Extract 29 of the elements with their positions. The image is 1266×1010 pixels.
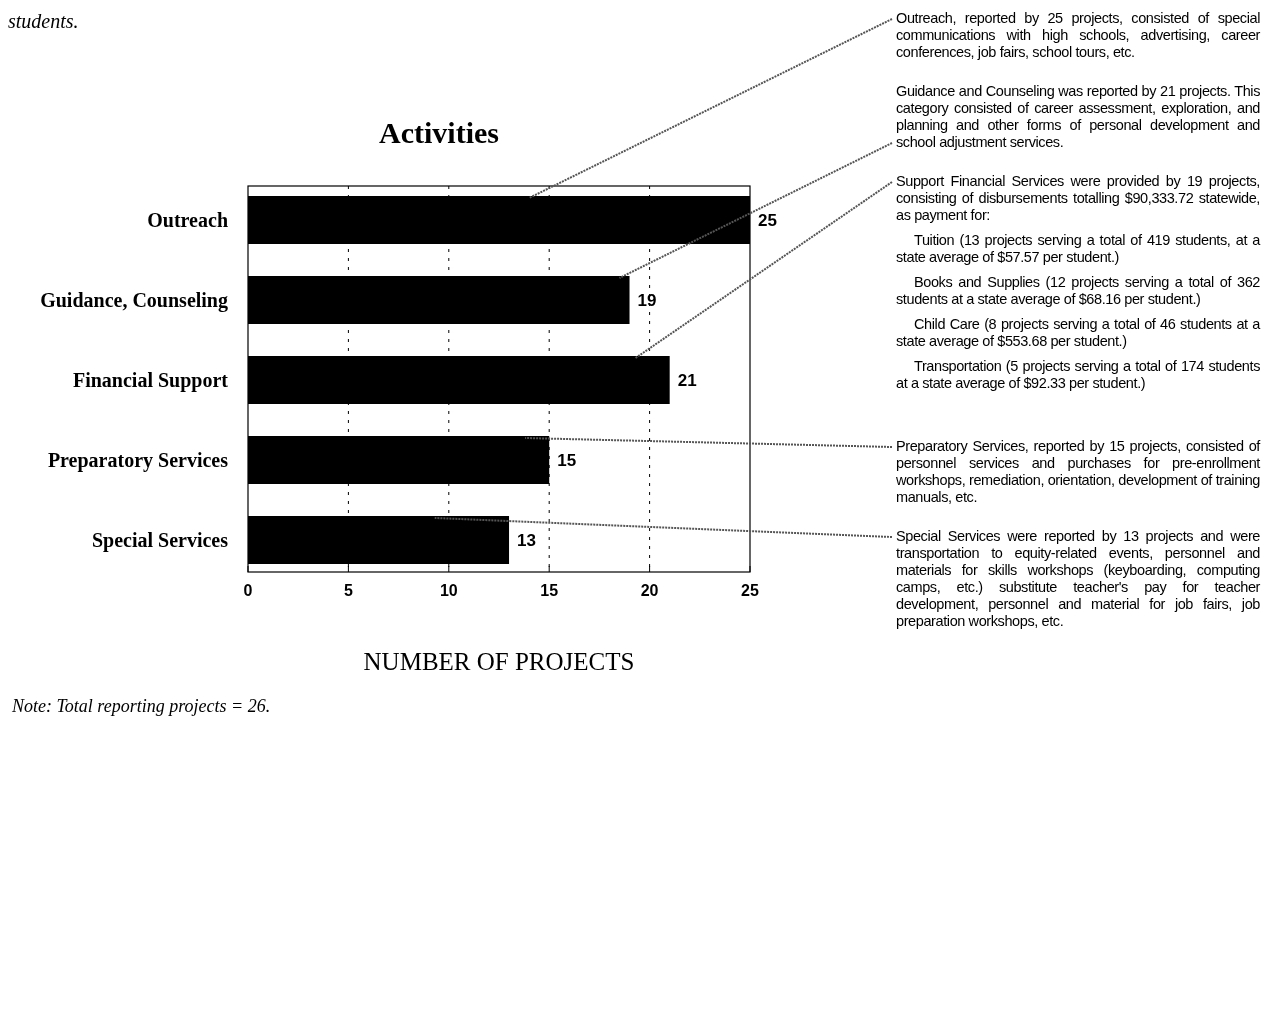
x-axis-title: NUMBER OF PROJECTS bbox=[363, 648, 635, 675]
x-tick-label: 0 bbox=[243, 582, 253, 599]
x-tick-label: 5 bbox=[343, 582, 353, 599]
x-tick-label: 20 bbox=[640, 582, 659, 599]
text: Special Services were reported by 13 projects and were transportation to equity-related events, personnel and materials for skills workshops (keyboarding, computing camps, etc.) substitute teacher's pay for teacher development, personnel and material for job fairs, job preparation workshops, etc. bbox=[896, 528, 1260, 630]
y-tick-label: Preparatory Services bbox=[47, 449, 229, 472]
data-label: 13 bbox=[517, 530, 536, 550]
x-tick-label: 10 bbox=[439, 582, 458, 599]
text: Guidance and Counseling was reported by 21 projects. This category consisted of career assessment, exploration, and planning and other forms of personal development and school adjustment services. bbox=[896, 83, 1260, 151]
text: Books and Supplies (12 projects serving a total of 362 students at a state average of $68.16 per student.) bbox=[896, 274, 1260, 308]
y-tick-label: Outreach bbox=[147, 209, 228, 231]
text: Tuition (13 projects serving a total of 419 students, at a state average of $57.57 per student.) bbox=[896, 232, 1260, 266]
text: Preparatory Services, reported by 15 projects, consisted of personnel services and purchases for pre-enrollment workshops, remediation, orientation, development of training manuals, etc. bbox=[896, 438, 1260, 506]
data-label: 15 bbox=[557, 450, 577, 470]
y-tick-label: Guidance, Counseling bbox=[40, 289, 228, 312]
text: students. bbox=[8, 10, 79, 33]
text: Note: Total reporting projects = 26. bbox=[12, 696, 271, 717]
data-label: 19 bbox=[637, 290, 657, 310]
data-label: 21 bbox=[677, 370, 697, 390]
text: Child Care (8 projects serving a total of 46 students at a state average of $553.68 per student.) bbox=[896, 316, 1260, 350]
text: Transportation (5 projects serving a total of 174 students at a state average of $92.33 per student.) bbox=[896, 358, 1260, 392]
x-tick-label: 25 bbox=[741, 582, 759, 599]
x-tick-label: 15 bbox=[540, 582, 559, 599]
data-label: 25 bbox=[758, 210, 777, 230]
y-tick-label: Financial Support bbox=[72, 369, 229, 392]
text: Outreach, reported by 25 projects, consisted of special communications with high schools, advertising, career conferences, job fairs, school tours, etc. bbox=[896, 10, 1260, 61]
chart-title: Activities bbox=[379, 116, 499, 149]
y-tick-label: Special Services bbox=[91, 529, 229, 552]
text: Support Financial Services were provided by 19 projects, consisting of disbursements totalling $90,333.72 statewide, as payment for: bbox=[896, 173, 1260, 224]
